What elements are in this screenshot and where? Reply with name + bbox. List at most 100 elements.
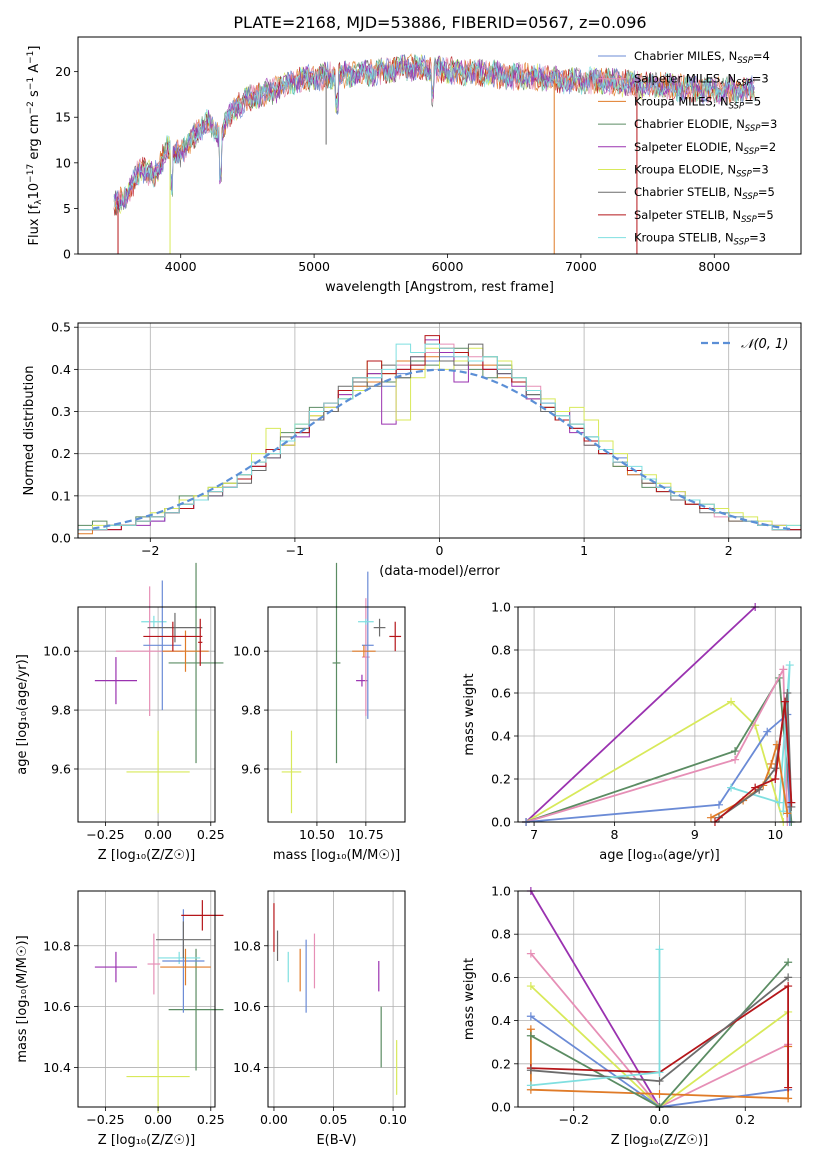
x-tick-label: 0.2 bbox=[735, 1112, 755, 1127]
legend-series-name: Salpeter STELIB, bbox=[634, 208, 732, 222]
weight-marker-kroupa_miles bbox=[706, 813, 715, 822]
weight-marker-kroupa_stelib bbox=[526, 1081, 535, 1090]
weight-marker-chabrier_miles bbox=[526, 1012, 535, 1021]
x-tick-label: 0.25 bbox=[197, 827, 225, 842]
x-tick-label: −1 bbox=[286, 543, 304, 558]
y-tick-label: 0.4 bbox=[51, 362, 71, 377]
x-tick-label: 0.00 bbox=[144, 827, 172, 842]
legend-label-kroupa_stelib: Kroupa STELIB, NSSP=3 bbox=[634, 231, 766, 248]
spectrum-line-kroupa_stelib bbox=[113, 55, 755, 214]
weight-marker-chabrier_stelib bbox=[526, 1066, 535, 1075]
errorbar-point-kroupa_stelib bbox=[158, 951, 201, 965]
legend-nssp-value: =5 bbox=[757, 208, 774, 222]
legend-nssp-prefix: N bbox=[734, 185, 743, 199]
legend-nssp-prefix: N bbox=[729, 49, 738, 63]
x-tick-label: 0.05 bbox=[320, 1112, 348, 1127]
frame-age_vs_mass: 10.50 10.75 9.6 9.8 10.0 mass [log₁₀(M/M☉)] bbox=[233, 606, 406, 863]
y-tick-label: 0.6 bbox=[491, 970, 511, 985]
weight-marker-kroupa_stelib bbox=[727, 783, 736, 792]
legend-label-normal: 𝒩(0, 1) bbox=[741, 337, 788, 352]
y-axis-label: Normed distribution bbox=[22, 366, 37, 496]
x-tick-label: 0.0 bbox=[650, 1112, 670, 1127]
errorbar-point-salpeter_stelib bbox=[198, 618, 203, 666]
x-tick-label: −2 bbox=[141, 543, 159, 558]
frame-residuals: −2 −1 0 1 2 0.0 0.1 0.2 0.3 0.4 0.5 (data-model)/er… bbox=[22, 320, 802, 579]
weight-marker-chabrier_stelib bbox=[783, 689, 792, 697]
weight-line-salpeter_elodie bbox=[525, 606, 756, 823]
legend-nssp-value: =3 bbox=[752, 163, 769, 177]
y-tick-label: 0.8 bbox=[491, 643, 511, 658]
y-tick-label: 0.0 bbox=[51, 531, 71, 546]
legend-nssp-prefix: N bbox=[736, 117, 745, 131]
y-tick-label: 9.8 bbox=[241, 703, 261, 718]
weight-marker-salpeter_stelib bbox=[784, 982, 793, 991]
y-axis-label-part: ] bbox=[27, 46, 42, 51]
y-tick-label: 9.8 bbox=[51, 703, 71, 718]
legend-series-name: Kroupa ELODIE, bbox=[634, 163, 727, 177]
y-tick-label: 1.0 bbox=[491, 600, 511, 615]
y-tick-label: 0.3 bbox=[51, 404, 71, 419]
y-axis-label: mass [log₁₀(M/M☉)] bbox=[15, 935, 30, 1062]
y-tick-label: 0.2 bbox=[51, 446, 71, 461]
frame-weight_vs_z: −0.2 0.0 0.2 0.0 0.2 0.4 0.6 0.8 1.0 Z [log₁₀(Z/Z… bbox=[462, 884, 802, 1148]
weight-marker-kroupa_elodie bbox=[727, 697, 736, 706]
legend-series-name: Salpeter MILES, bbox=[634, 72, 727, 86]
x-tick-label: 10.75 bbox=[348, 827, 384, 842]
x-tick-label: −0.25 bbox=[86, 1112, 124, 1127]
x-axis-label: Z [log₁₀(Z/Z☉)] bbox=[98, 1133, 195, 1148]
legend-label-salpeter_elodie: Salpeter ELODIE, NSSP=2 bbox=[634, 140, 776, 157]
errorbar-point-kroupa_elodie bbox=[126, 730, 190, 814]
y-axis-label-part: erg cm bbox=[27, 114, 42, 163]
x-tick-label: 10 bbox=[767, 827, 783, 842]
y-tick-label: 20 bbox=[55, 64, 71, 79]
axes-frame bbox=[77, 606, 216, 823]
y-axis-label-part: −2 bbox=[26, 101, 36, 114]
weight-marker-kroupa_miles bbox=[783, 809, 792, 818]
x-tick-label: −0.2 bbox=[559, 1112, 589, 1127]
y-tick-label: 0.8 bbox=[491, 927, 511, 942]
y-axis-label-part: −1 bbox=[26, 51, 36, 64]
weight-marker-chabrier_elodie bbox=[731, 747, 740, 756]
errorbar-point-chabrier_miles bbox=[143, 580, 182, 711]
y-tick-label: 10.0 bbox=[43, 644, 71, 659]
frame-weight_vs_age: 7 8 9 10 0.0 0.2 0.4 0.6 0.8 1.0 age [log₁₀(age/yr… bbox=[462, 600, 802, 863]
errorbar-point-salpeter_stelib bbox=[143, 621, 203, 652]
y-axis-label-part: −17 bbox=[26, 164, 36, 183]
y-tick-label: 0.5 bbox=[51, 320, 71, 335]
errorbar-point-salpeter_miles bbox=[361, 598, 370, 716]
errorbar-point-chabrier_elodie bbox=[168, 562, 224, 764]
y-axis-label-part: λ bbox=[34, 199, 44, 205]
legend-nssp-value: =3 bbox=[752, 72, 769, 86]
x-axis-label: E(B-V) bbox=[316, 1133, 356, 1148]
y-tick-label: 0.0 bbox=[491, 1100, 511, 1115]
legend-nssp-value: =5 bbox=[744, 94, 761, 108]
errorbar-point-chabrier_elodie bbox=[168, 948, 224, 1071]
x-tick-label: 4000 bbox=[165, 259, 197, 274]
x-tick-label: 7000 bbox=[565, 259, 597, 274]
weight-marker-chabrier_elodie bbox=[784, 958, 793, 967]
weight-marker-kroupa_stelib bbox=[785, 661, 794, 670]
weight-marker-kroupa_miles bbox=[767, 759, 776, 768]
y-tick-label: 1.0 bbox=[491, 884, 511, 899]
y-axis-label-part: Flux [f bbox=[27, 204, 42, 245]
axes-mass_vs_z bbox=[78, 891, 215, 1107]
legend-nssp-sub: SSP bbox=[729, 101, 745, 111]
legend-nssp-sub: SSP bbox=[745, 124, 761, 134]
y-axis-label-part: s bbox=[27, 90, 42, 101]
weight-marker-kroupa_stelib bbox=[655, 1068, 664, 1077]
weight-marker-salpeter_stelib bbox=[784, 1083, 793, 1092]
errorbar-point-kroupa_elodie bbox=[281, 730, 302, 814]
legend-nssp-value: =5 bbox=[758, 185, 775, 199]
frame-mass_vs_ebv: 0.00 0.05 0.10 10.4 10.6 10.8 E(B-V) bbox=[233, 890, 407, 1148]
legend-nssp-sub: SSP bbox=[742, 192, 758, 202]
x-tick-label: 2 bbox=[725, 543, 733, 558]
weight-marker-salpeter_stelib bbox=[751, 783, 760, 792]
y-tick-label: 0.4 bbox=[491, 1013, 511, 1028]
weight-marker-kroupa_elodie bbox=[526, 982, 535, 991]
weight-marker-salpeter_stelib bbox=[771, 775, 780, 783]
y-tick-label: 0.4 bbox=[491, 729, 511, 744]
weight-marker-chabrier_miles bbox=[714, 800, 723, 809]
y-tick-label: 0 bbox=[63, 247, 71, 262]
